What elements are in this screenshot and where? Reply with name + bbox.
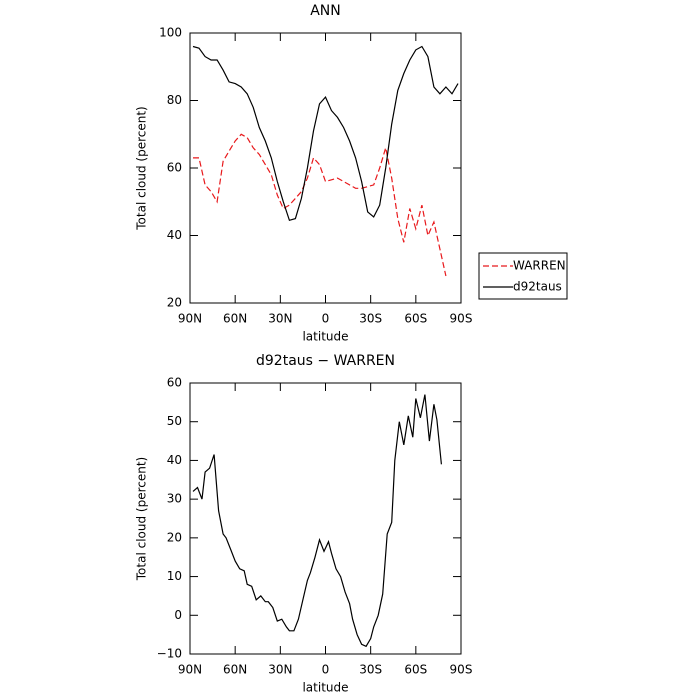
y-axis-label: Total cloud (percent) xyxy=(135,457,149,581)
x-tick-label: 30S xyxy=(359,312,382,326)
data-line xyxy=(192,394,442,648)
y-axis-label: Total cloud (percent) xyxy=(135,106,149,230)
data-line xyxy=(193,133,447,277)
y-tick-label: 80 xyxy=(167,93,182,107)
x-axis-label: latitude xyxy=(302,681,348,695)
x-tick-label: 60S xyxy=(404,663,427,677)
legend-box xyxy=(478,252,568,300)
y-tick-label: 60 xyxy=(167,376,182,390)
chart-title: ANN xyxy=(310,3,341,19)
x-tick-label: 90S xyxy=(450,312,473,326)
y-tick-label: 30 xyxy=(167,492,182,506)
chart-title: d92taus − WARREN xyxy=(256,353,395,369)
x-tick-label: 60N xyxy=(223,312,247,326)
x-tick-label: 30N xyxy=(268,663,292,677)
x-tick-label: 60S xyxy=(404,312,427,326)
x-tick-label: 90S xyxy=(450,663,473,677)
y-tick-label: 10 xyxy=(167,569,182,583)
y-tick-label: 20 xyxy=(167,296,182,310)
x-tick-label: 30N xyxy=(268,312,292,326)
y-tick-label: 20 xyxy=(167,530,182,544)
x-tick-label: 90N xyxy=(178,312,202,326)
data-line xyxy=(192,45,459,222)
plot-frame xyxy=(189,382,462,655)
x-tick-label: 60N xyxy=(223,663,247,677)
y-tick-label: 40 xyxy=(167,228,182,242)
legend-label: d92taus xyxy=(513,280,562,294)
plot-frame xyxy=(189,32,462,304)
y-tick-label: −10 xyxy=(157,647,182,661)
y-tick-label: 50 xyxy=(167,414,182,428)
x-axis-label: latitude xyxy=(302,330,348,344)
y-tick-label: 0 xyxy=(174,608,182,622)
x-tick-label: 30S xyxy=(359,663,382,677)
y-tick-label: 40 xyxy=(167,453,182,467)
x-tick-label: 0 xyxy=(322,663,330,677)
x-tick-label: 0 xyxy=(322,312,330,326)
legend-label: WARREN xyxy=(513,259,566,273)
x-tick-label: 90N xyxy=(178,663,202,677)
y-tick-label: 60 xyxy=(167,161,182,175)
y-tick-label: 100 xyxy=(159,26,182,40)
